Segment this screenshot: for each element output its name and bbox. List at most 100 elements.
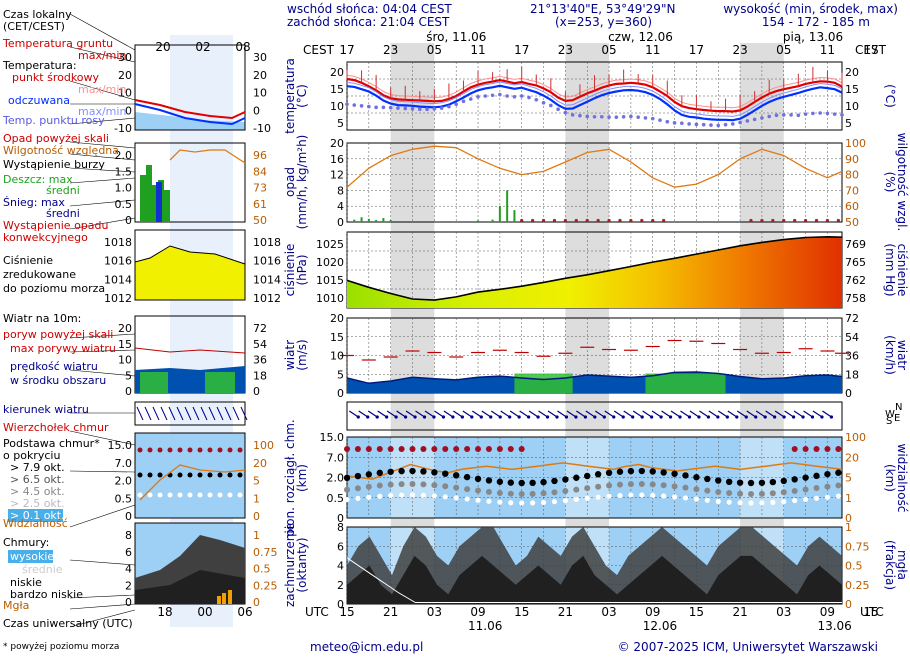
cloud-top-dot (344, 446, 350, 452)
legend-tick-right: 0 (253, 385, 260, 398)
legend-cloud-top-dot (207, 447, 213, 453)
legend-tick-right: 84 (253, 165, 267, 178)
y-tick: 8 (337, 521, 344, 534)
cloud-base-dot (824, 494, 831, 500)
tz-left: CEST (303, 43, 335, 57)
legend-tick-right: 73 (253, 182, 267, 195)
wind-arrow-head (612, 415, 616, 419)
cloud-base-dot (508, 500, 514, 506)
wind-arrow-head (650, 415, 654, 419)
cloud-base-dot (595, 483, 602, 490)
tz-right: CEST (855, 43, 887, 57)
legend-text: > 6.5 okt. (10, 473, 65, 486)
rain-bar (360, 217, 363, 222)
cloud-base-dot (758, 479, 766, 486)
wind-arrow (405, 410, 416, 418)
cloud-base-dot (475, 497, 481, 503)
legend-text: Ciśnienie (3, 254, 53, 267)
rain-bar (477, 220, 480, 222)
wind-arrow (348, 410, 359, 418)
legend-cloud-dot (187, 472, 193, 478)
rain-dot (782, 218, 786, 223)
legend-tick-right: 0.75 (253, 546, 278, 559)
rain-dot (771, 218, 775, 223)
legend-tick-right: 1 (253, 492, 260, 505)
cloud-base-dot (442, 494, 448, 500)
legend-cloud-top-dot (147, 447, 153, 453)
legend-tick: 5 (125, 369, 132, 382)
wind-arrow (680, 410, 690, 418)
cloud-base-dot (431, 482, 438, 489)
rain-title: opad (283, 167, 297, 197)
y-tick-right: 10 (845, 100, 859, 113)
wind-unit: (m/s) (295, 339, 309, 370)
cloud-base-dot (366, 494, 372, 500)
local-hour-tick: 11 (470, 43, 485, 57)
dew-point-marker (563, 110, 568, 115)
legend-tick: 2 (125, 579, 132, 592)
legend-tick: 0 (125, 510, 132, 523)
legend-tick: 0.5 (115, 198, 133, 211)
dew-point-marker (432, 107, 437, 111)
wind-arrow-head (668, 415, 673, 419)
legend-rain-bar (152, 185, 158, 222)
wind-arrow (727, 410, 738, 418)
legend-tick: 1018 (104, 236, 132, 249)
wind-arrow (613, 410, 624, 418)
legend-text: > 7.9 okt. (10, 461, 65, 474)
dew-point-marker (745, 119, 750, 123)
cloud-base-dot (584, 472, 591, 480)
legend-text: zredukowane (3, 268, 76, 281)
y-tick: 20 (330, 137, 344, 150)
legend-cloud-top-dot (137, 447, 143, 453)
legend-tick-right: 0.25 (253, 579, 278, 592)
rain-dot (760, 218, 764, 223)
wind-arrow-head (593, 415, 597, 419)
local-hour-tick: 11 (645, 43, 660, 57)
wind-arrow (642, 410, 652, 418)
legend-tick-right: 100 (253, 439, 274, 452)
dew-point-marker (570, 113, 575, 117)
wind-arrow-head (385, 415, 389, 419)
legend-text: max/min (78, 83, 126, 96)
local-hour-tick: 23 (558, 43, 573, 57)
wind-arrow-head (441, 415, 446, 419)
rain-dot (804, 218, 808, 223)
cloud-base-dot (671, 470, 678, 477)
cloud-base-dot (453, 484, 460, 491)
utc-hour-tick: 21 (383, 605, 398, 619)
legend-text: kierunek wiatru (3, 403, 89, 416)
y-tick-right: 90 (845, 153, 859, 166)
cloud-base-dot (530, 500, 536, 506)
cloud-base-dot (442, 483, 449, 490)
y-tick: 1020 (316, 256, 344, 269)
legend-leader (69, 167, 136, 173)
dew-point-marker (738, 120, 742, 125)
cloud-top-dot (802, 446, 809, 452)
utc-hour-tick: 21 (732, 605, 747, 619)
rain-dot (541, 218, 546, 223)
cloud-base-dot (376, 469, 383, 477)
legend-cloud-dot (217, 492, 223, 498)
legend-text: > 0.1 okt. (10, 509, 65, 522)
legend-cloud-dot (197, 472, 203, 478)
email-link[interactable]: meteo@icm.edu.pl (310, 640, 424, 654)
day-label: śro, 11.06 (426, 30, 486, 44)
legend-tick-right: 20 (253, 457, 267, 470)
wind-arrow-head (754, 415, 758, 419)
y-tick-right: 70 (845, 184, 859, 197)
legend-cloud-dot (137, 472, 143, 478)
dew-point-marker (789, 113, 793, 117)
wind-arrow-head (735, 415, 739, 419)
dew-point-marker (687, 122, 691, 126)
y-tick: 12 (330, 169, 344, 182)
humidity-line (346, 145, 843, 188)
legend-cloud-dot (147, 472, 153, 478)
legend-wind-arrow (144, 406, 152, 421)
wind-arrow (822, 410, 832, 418)
wind-arrow (632, 410, 643, 418)
legend-text: Czas lokalny (3, 8, 72, 21)
cloud-cover-title: zachmurzenie (283, 523, 297, 607)
legend-leader (69, 141, 136, 149)
legend-bottom-hour: 06 (237, 605, 252, 619)
